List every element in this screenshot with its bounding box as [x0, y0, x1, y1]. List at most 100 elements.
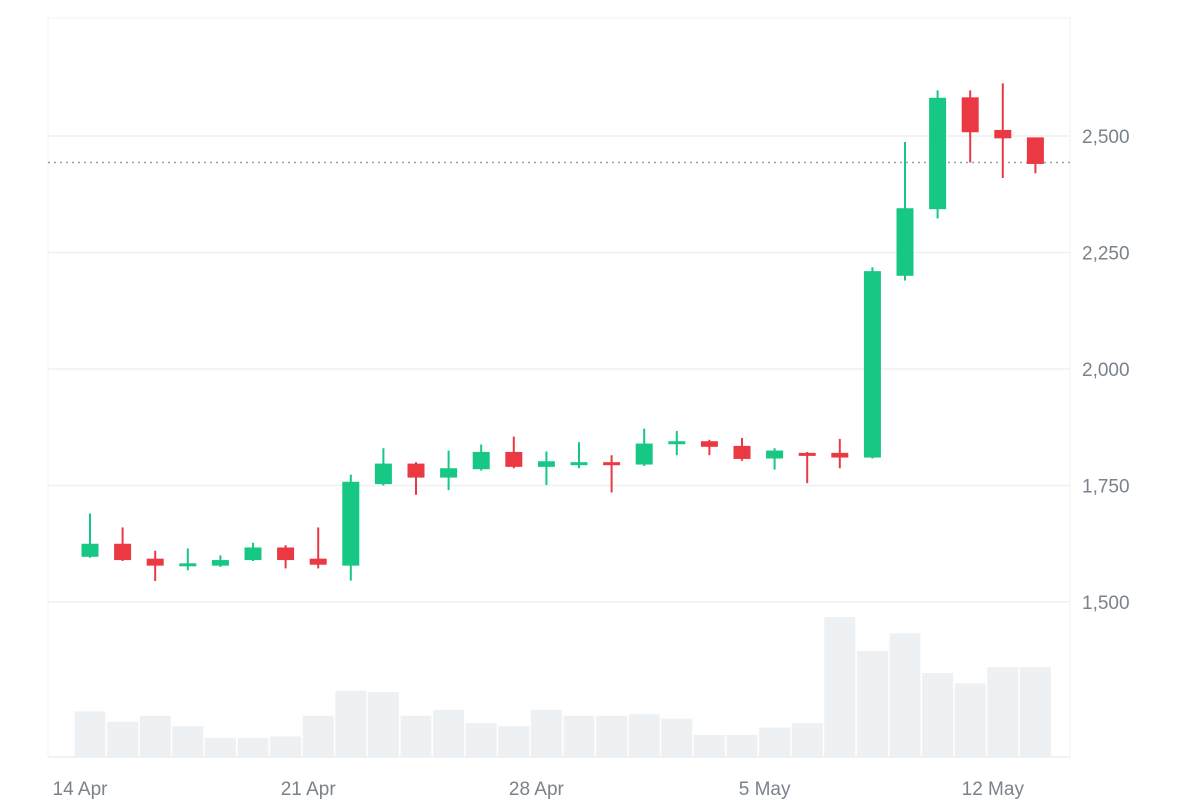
candle-body: [798, 452, 816, 456]
candle: [668, 430, 686, 456]
candle: [505, 436, 523, 469]
candle: [179, 548, 197, 571]
candle: [277, 545, 295, 569]
volume-bar: [628, 714, 660, 757]
candle-body: [114, 543, 132, 561]
y-tick-label: 1,750: [1082, 477, 1130, 498]
candle: [1026, 137, 1044, 174]
candle-body: [733, 445, 751, 459]
candle: [81, 513, 99, 558]
candle-body: [342, 481, 360, 566]
axis-layer: 1,500 1,750 2,000 2,250 2,500 14 Apr 21 Apr 28 …: [53, 127, 1130, 800]
volume-bar: [270, 736, 302, 757]
volume-bar: [204, 737, 236, 757]
candle: [635, 428, 653, 466]
volume-bar: [596, 715, 628, 757]
volume-bar: [987, 667, 1019, 757]
volume-bar: [139, 715, 171, 757]
candle-body: [146, 558, 164, 566]
candle-body: [179, 563, 197, 567]
candle: [146, 550, 164, 582]
candle-body: [309, 558, 327, 565]
volume-bar: [726, 734, 758, 757]
volume-bar: [367, 692, 399, 757]
volume-bar: [74, 711, 106, 757]
candle: [114, 527, 132, 561]
candle: [374, 448, 392, 486]
candle-body: [668, 441, 686, 445]
candle-body: [277, 547, 295, 561]
candle-body: [472, 451, 490, 470]
candle-body: [374, 463, 392, 485]
candle-body: [831, 452, 849, 458]
volume-bar: [302, 715, 334, 757]
volume-bar: [954, 683, 986, 757]
candle-body: [570, 462, 588, 466]
x-tick-label: 12 May: [962, 779, 1025, 800]
volume-bar: [922, 673, 954, 757]
candle-body: [81, 543, 99, 557]
candle: [766, 448, 784, 470]
x-tick-label: 28 Apr: [509, 779, 565, 800]
candle: [733, 437, 751, 461]
volume-bar: [889, 633, 921, 757]
grid-layer: [47, 17, 1071, 758]
x-tick-label: 21 Apr: [281, 779, 337, 800]
volume-bar: [465, 723, 497, 757]
candle-body: [863, 271, 881, 458]
candle: [472, 444, 490, 471]
candle-layer: [81, 83, 1044, 582]
volume-bar: [693, 734, 725, 757]
candle: [961, 90, 979, 163]
candle-body: [994, 129, 1012, 139]
volume-bar: [824, 617, 856, 757]
volume-bar: [759, 727, 791, 757]
y-tick-label: 2,250: [1082, 244, 1130, 265]
volume-bar: [856, 650, 888, 757]
volume-bar: [335, 690, 367, 757]
candle: [211, 555, 229, 568]
y-tick-label: 2,000: [1082, 360, 1130, 381]
x-tick-label: 5 May: [739, 779, 791, 800]
volume-bar: [237, 737, 269, 757]
candle: [244, 542, 262, 561]
candle: [863, 267, 881, 459]
candle: [342, 474, 360, 581]
volume-bar: [400, 715, 432, 757]
candle: [798, 451, 816, 484]
candle-body: [603, 462, 621, 466]
x-tick-label: 14 Apr: [53, 779, 109, 800]
volume-bar: [107, 721, 139, 757]
volume-bar: [661, 718, 693, 757]
candle: [994, 83, 1012, 178]
candle: [603, 455, 621, 493]
candle: [896, 142, 914, 281]
volume-bar: [433, 709, 465, 757]
volume-bar: [1019, 667, 1051, 757]
candle: [407, 462, 425, 495]
candle: [570, 442, 588, 469]
candle: [929, 90, 947, 219]
candle-body: [1026, 137, 1044, 164]
volume-bar: [791, 723, 823, 757]
candle-body: [766, 450, 784, 459]
candle-body: [407, 463, 425, 478]
volume-bar: [172, 726, 204, 757]
candle: [537, 451, 555, 486]
candle-body: [440, 468, 458, 478]
candle: [440, 450, 458, 491]
candle-body: [896, 208, 914, 276]
volume-bar: [530, 709, 562, 757]
candle: [309, 527, 327, 569]
volume-layer: [74, 617, 1051, 757]
candle: [831, 438, 849, 469]
candle-body: [635, 443, 653, 465]
volume-bar: [498, 726, 530, 757]
candle-body: [961, 97, 979, 133]
candle: [700, 439, 718, 456]
candle-body: [700, 441, 718, 447]
volume-bar: [563, 715, 595, 757]
y-tick-label: 1,500: [1082, 593, 1130, 614]
